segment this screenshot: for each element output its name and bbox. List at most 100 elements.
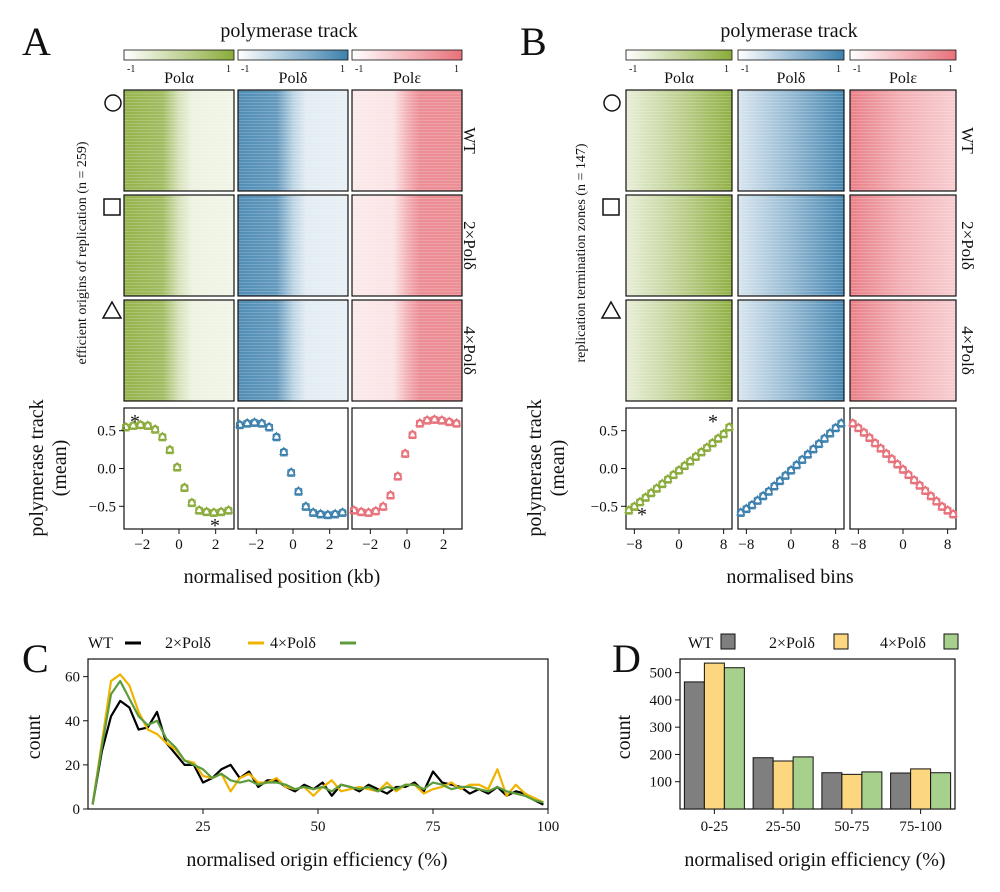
y-tick-label: 100 [650,775,673,791]
y-tick-label: 300 [650,720,673,736]
x-tick-label: 8 [944,537,952,553]
mean-point-triangle [429,414,440,423]
panel-b-mean-plots: −8 0 8 0.5 0.0 −0.5 −8 0 8 −8 0 8 * * [591,407,958,553]
colorbar-max-label: 1 [948,64,953,75]
mean-point-triangle [903,469,914,478]
panel-a-ylabel-line2: (mean) [49,440,71,497]
bar-2-2 [861,771,883,810]
colorbar-alpha [625,49,733,61]
y-tick-label: −0.5 [591,499,618,515]
y-tick-label: 0.0 [599,462,618,478]
heatmap-frame [351,89,463,192]
mean-point-triangle [444,416,454,425]
mean-point-triangle [870,437,880,446]
mean-point-triangle [279,446,289,456]
heatmap-frame [351,194,463,297]
x-tick-label: 0 [899,537,907,553]
y-tick-label: 500 [650,666,673,682]
panel-d-legend: WT 2×Polδ 4×Polδ [688,633,959,652]
panel-d-xlabel: normalised origin efficiency (%) [684,849,945,871]
y-tick-label: 60 [65,670,80,686]
mean-point-triangle [293,485,304,495]
mean-point-triangle [836,417,846,427]
x-tick-label: 2 [212,537,220,553]
mean-point-triangle [337,507,348,516]
panel-a-letter: A [22,19,51,64]
heatmap-frame [737,89,845,192]
bar-2-1 [792,756,814,810]
panel-a-condition-markers [101,94,123,319]
x-tick-label: 2 [440,537,448,553]
x-tick-label: 0 [175,537,183,553]
colorbar-max-label: 1 [724,64,729,75]
mean-point-triangle [286,466,296,476]
panel-b-condition-labels: WT 2×Polδ 4×Polδ [958,127,977,375]
colorbar-min-label: -1 [629,64,637,75]
x-tick-label: 0 [403,537,411,553]
asterisk-annotation: * [637,504,647,526]
mean-point-triangle [437,414,447,424]
mean-point-triangle [172,461,182,471]
heatmap-frame [123,194,235,297]
mean-point-triangle [407,429,418,438]
condition-label-2: 4×Polδ [958,326,977,375]
heatmap-frame [123,299,235,402]
panel-b-letter: B [520,19,547,64]
panel-c-plot: 25 50 75 100 0 20 40 60 [65,658,559,835]
mean-point-triangle [179,482,190,491]
legend-swatch [943,633,959,650]
series-line-1 [91,673,544,805]
panel-a-mean-plots: −2 0 20.50.0−0.5−2 0 2 −2 0 2** [89,407,463,553]
x-tick-label: 0 [289,537,297,553]
colorbar-min-label: -1 [127,64,135,75]
colorbar-min-label: -1 [241,64,249,75]
panel-a: A polymerase track -1 1 -1 1 -1 1 Polα Polδ Pol… [22,19,479,588]
mean-point-triangle [121,421,131,431]
legend-label: 4×Polδ [880,635,926,652]
circle-marker-icon [603,94,621,112]
mean-point-triangle [349,504,359,514]
polymerase-label-alpha: Polα [664,70,694,87]
legend-swatch [833,633,849,650]
panel-b-xlabel: normalised bins [726,566,853,588]
mean-point-triangle [209,507,219,516]
heatmap-frame [625,299,733,402]
heatmap-frame [737,194,845,297]
heatmap-frame [737,299,845,402]
mean-point-triangle [257,417,267,427]
legend-swatch [720,633,736,650]
mean-point-triangle [157,431,168,440]
bar-2-0 [723,667,745,810]
asterisk-annotation: * [708,411,718,433]
y-tick-label: 0.5 [97,424,116,440]
colorbar-min-label: -1 [853,64,861,75]
polymerase-label-epsilon: Polε [393,70,421,87]
bar-2-3 [930,772,952,810]
heatmap-frame [237,299,349,402]
mean-point-triangle [909,474,919,483]
heatmap-frame [123,89,235,192]
mean-point-triangle [926,490,936,499]
polymerase-label-delta: Polδ [279,70,308,87]
panel-b-side-label: replication termination zones (n = 147) [574,143,589,362]
colorbar-max-label: 1 [454,64,459,75]
y-tick-label: 40 [65,714,80,730]
panel-a-colorbars: -1 1 -1 1 -1 1 [123,49,463,75]
y-tick-label: 0.0 [97,462,116,478]
panel-b-colorbar-title: polymerase track [720,20,857,42]
circle-marker-icon [104,94,122,112]
panel-c-ylabel: count [23,714,45,759]
colorbar-min-label: -1 [741,64,749,75]
y-tick-label: 0.5 [599,424,618,440]
condition-label-1: 2×Polδ [958,221,977,270]
mean-point-triangle [848,417,858,427]
x-tick-label: −8 [738,537,754,553]
heatmap-frame [351,299,463,402]
mean-point-triangle [223,504,234,514]
mean-point-triangle [323,509,333,518]
x-tick-label: 50-75 [834,819,869,835]
mean-point-triangle [892,458,903,468]
mean-point-triangle [853,422,864,431]
mean-point-triangle [378,500,388,510]
